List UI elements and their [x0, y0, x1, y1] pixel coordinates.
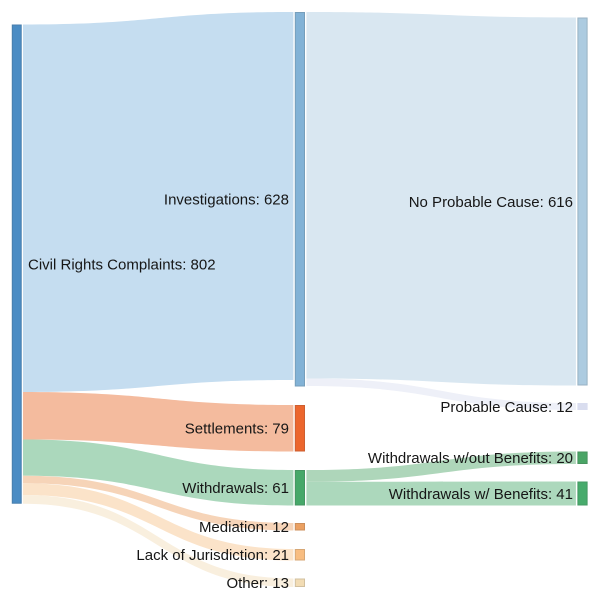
svg-text:Other: 13: Other: 13 [226, 575, 289, 592]
svg-text:Mediation: 12: Mediation: 12 [199, 519, 289, 536]
svg-text:Withdrawals: 61: Withdrawals: 61 [182, 480, 289, 497]
svg-text:Lack of Jurisdiction: 21: Lack of Jurisdiction: 21 [136, 547, 289, 564]
svg-text:Investigations: 628: Investigations: 628 [164, 192, 289, 209]
svg-text:No Probable Cause: 616: No Probable Cause: 616 [409, 194, 573, 211]
svg-text:Probable Cause: 12: Probable Cause: 12 [440, 399, 573, 416]
svg-text:Civil Rights Complaints: 802: Civil Rights Complaints: 802 [28, 257, 216, 274]
svg-text:Settlements: 79: Settlements: 79 [185, 421, 289, 438]
svg-text:Withdrawals w/ Benefits: 41: Withdrawals w/ Benefits: 41 [389, 486, 573, 503]
svg-text:Withdrawals w/out Benefits: 20: Withdrawals w/out Benefits: 20 [368, 450, 573, 467]
